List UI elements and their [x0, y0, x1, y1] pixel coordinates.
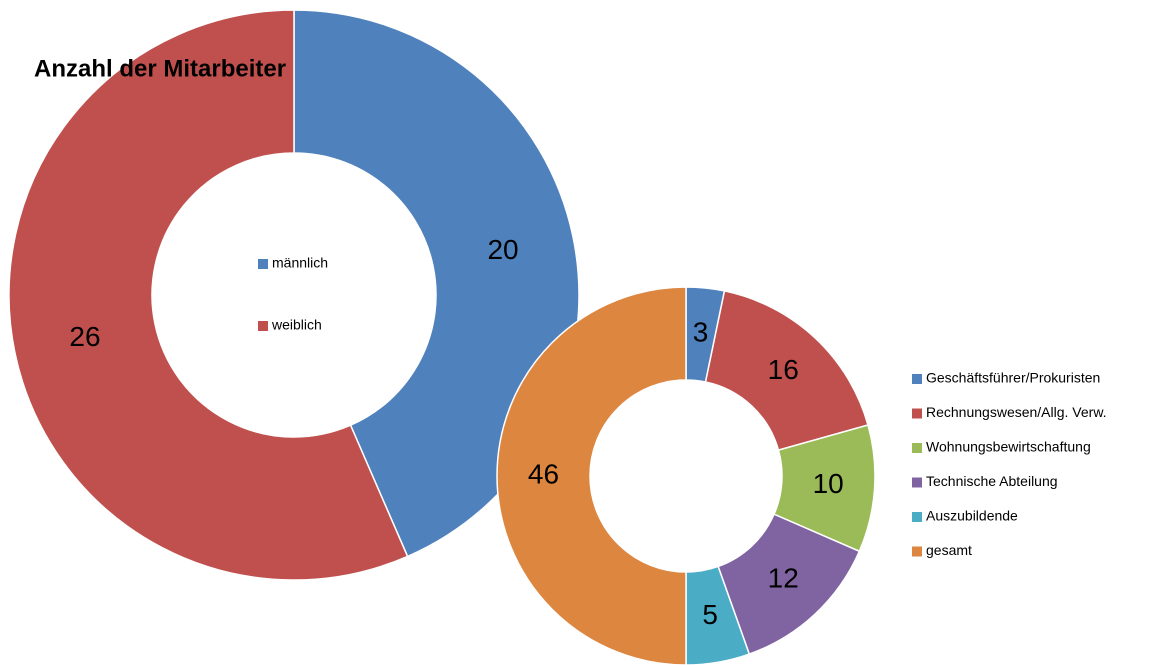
chart-title: Anzahl der Mitarbeiter — [34, 55, 286, 82]
legend-label: Technische Abteilung — [926, 473, 1058, 489]
legend-label: Geschäftsführer/Prokuristen — [926, 370, 1100, 386]
legend-label: männlich — [272, 255, 328, 271]
donut-segment — [704, 290, 869, 452]
legend-swatch — [258, 321, 268, 331]
donut-segment — [496, 286, 687, 665]
data-label: 10 — [813, 468, 844, 499]
data-label: 26 — [69, 321, 100, 352]
legend-swatch — [912, 477, 922, 488]
legend-swatch — [912, 374, 922, 384]
legend-swatch — [912, 512, 922, 522]
donut-segment — [8, 9, 409, 581]
legend-label: Wohnungsbewirtschaftung — [926, 439, 1091, 455]
legend-swatch — [258, 259, 268, 269]
legend-label: Rechnungswesen/Allg. Verw. — [926, 404, 1107, 420]
data-label: 12 — [768, 563, 799, 594]
data-label: 5 — [702, 599, 718, 630]
data-label: 20 — [487, 234, 518, 265]
legend-swatch — [912, 546, 922, 557]
data-label: 3 — [693, 317, 709, 348]
legend-label: weiblich — [271, 317, 322, 333]
data-label: 46 — [528, 458, 559, 489]
legend-swatch — [912, 443, 922, 453]
legend-label: gesamt — [926, 542, 972, 558]
data-label: 16 — [768, 354, 799, 385]
legend-label: Auszubildende — [926, 508, 1018, 524]
legend-swatch — [912, 408, 922, 419]
